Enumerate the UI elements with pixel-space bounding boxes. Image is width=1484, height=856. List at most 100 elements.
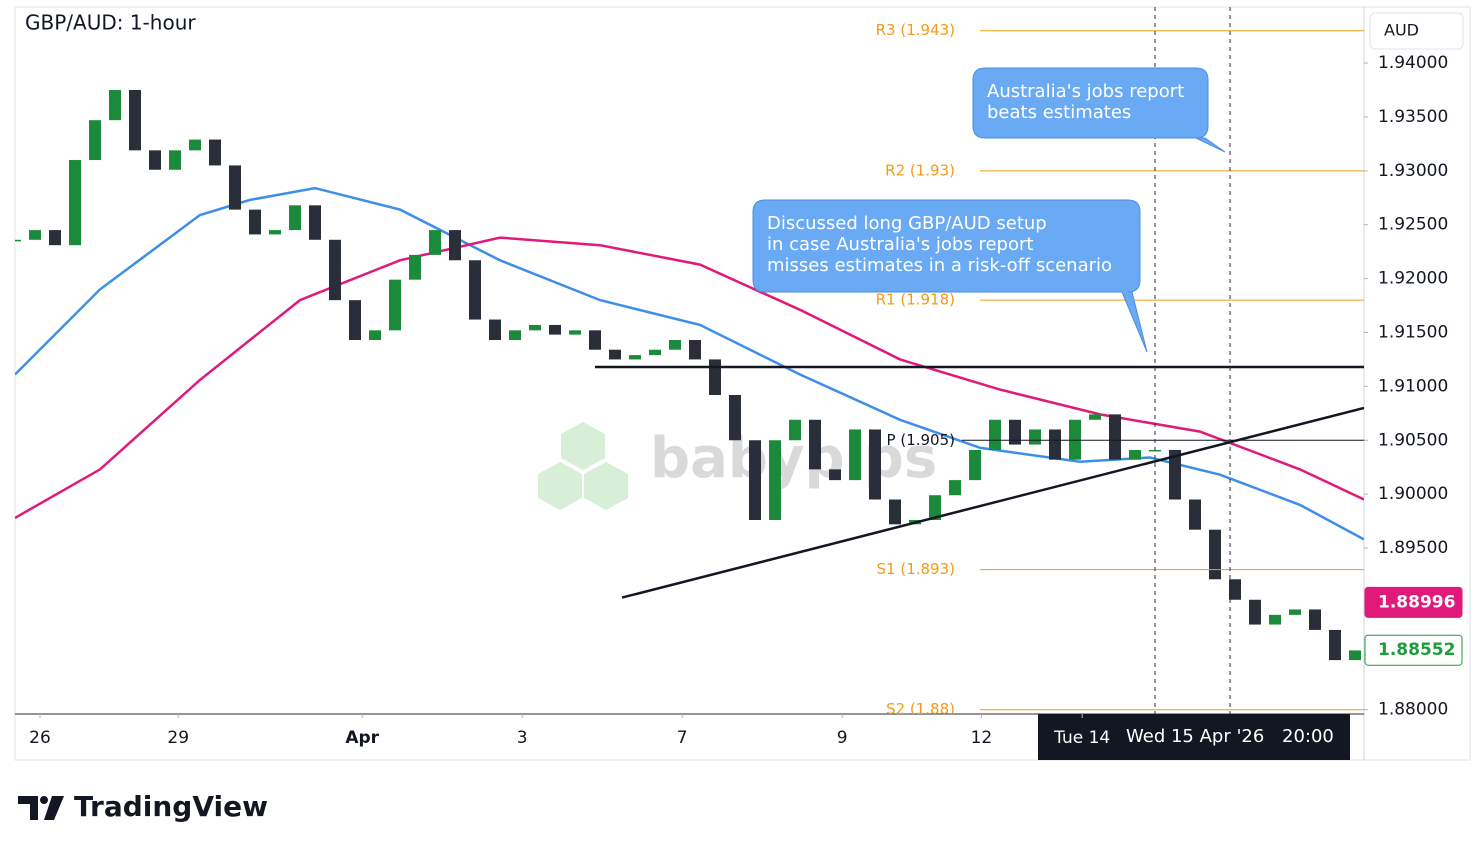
candle: [709, 359, 721, 395]
candle: [109, 89, 121, 121]
candle: [1309, 609, 1321, 630]
candle: [549, 324, 561, 335]
candle: [189, 139, 201, 151]
candle: [1009, 419, 1021, 445]
candle: [389, 279, 401, 331]
candle: [1329, 629, 1341, 661]
candle: [569, 330, 581, 335]
candle: [929, 495, 941, 521]
crosshair-date: Wed 15 Apr '26: [1126, 726, 1264, 747]
candle: [989, 419, 1001, 450]
price-tag: [1364, 634, 1463, 666]
callout-box: [752, 199, 1148, 353]
candle: [329, 239, 341, 301]
candle: [789, 419, 801, 441]
candle: [529, 324, 541, 331]
candle: [609, 349, 621, 360]
candle: [1049, 429, 1061, 460]
candle: [49, 230, 61, 246]
currency: AUD: [1384, 21, 1419, 40]
candle: [509, 330, 521, 341]
y-tick-label: 1.92000: [1378, 269, 1448, 289]
candle: [1269, 614, 1281, 625]
candle: [29, 230, 41, 240]
currency-box: [1369, 12, 1464, 50]
x-tick-label: 9: [837, 728, 848, 748]
candle: [349, 300, 361, 341]
price-tag-label: 1.88552: [1378, 640, 1455, 660]
candle: [969, 449, 981, 481]
callout-text: in case Australia's jobs report: [767, 234, 1033, 255]
candle: [869, 429, 881, 500]
trend-line: [621, 406, 1364, 599]
x-tick-label: Tue 14: [1053, 728, 1110, 748]
y-tick-label: 1.89500: [1378, 538, 1448, 558]
candle: [1129, 449, 1141, 460]
candle: [1289, 609, 1301, 615]
candle: [1349, 650, 1361, 661]
candle: [129, 89, 141, 151]
candle: [729, 394, 741, 441]
candle: [669, 340, 681, 350]
candle: [149, 150, 161, 170]
candle: [1189, 499, 1201, 530]
pivot-label: R2 (1.93): [885, 161, 955, 179]
candle: [89, 120, 101, 161]
callout-text: beats estimates: [987, 102, 1131, 123]
candle: [1109, 414, 1121, 460]
candle: [849, 429, 861, 481]
pivot-label: R3 (1.943): [876, 21, 955, 39]
x-tick-label: 26: [29, 728, 51, 748]
candle: [169, 150, 181, 170]
moving-average: [15, 236, 1364, 519]
price-tag-label: 1.88996: [1378, 592, 1455, 612]
y-tick-label: 1.94000: [1378, 53, 1448, 73]
candle: [429, 230, 441, 255]
candle: [809, 419, 821, 470]
x-tick-label: 3: [517, 728, 528, 748]
candle: [1169, 449, 1181, 500]
candle: [629, 355, 641, 360]
candle: [1029, 429, 1041, 445]
candle: [69, 160, 81, 246]
candle: [949, 480, 961, 496]
pivot-label: S1 (1.893): [877, 560, 955, 578]
brand: TradingView: [18, 790, 268, 823]
candle: [209, 139, 221, 166]
brand-name: TradingView: [74, 790, 268, 823]
y-tick-label: 1.91000: [1378, 376, 1448, 396]
candle: [309, 205, 321, 240]
crosshair-time: 20:00: [1282, 726, 1334, 747]
candle: [1089, 414, 1101, 420]
callout-box: [972, 67, 1226, 153]
candle: [1249, 599, 1261, 625]
candle: [489, 319, 501, 341]
crosshair-box: [1038, 714, 1350, 760]
y-tick-label: 1.90500: [1378, 430, 1448, 450]
brand-logo-dot: [40, 796, 48, 804]
chart-title: GBP/AUD: 1-hour: [25, 11, 196, 35]
pivot-label: P (1.905): [887, 431, 955, 449]
callout-text: Discussed long GBP/AUD setup: [767, 213, 1047, 234]
candle: [689, 340, 701, 360]
y-tick-label: 1.93000: [1378, 161, 1448, 181]
pivot-label: R1 (1.918): [876, 291, 955, 309]
candle: [749, 440, 761, 521]
candle: [449, 230, 461, 261]
y-tick-label: 1.88000: [1378, 700, 1448, 720]
frame: [14, 6, 1471, 761]
brand-logo: [18, 796, 64, 820]
candle: [769, 440, 781, 521]
watermark-logo: [538, 422, 628, 510]
callout-text: Australia's jobs report: [987, 81, 1184, 102]
candle: [1209, 529, 1221, 580]
candle: [249, 209, 261, 235]
candle: [269, 230, 281, 235]
candle: [369, 330, 381, 341]
candle: [829, 469, 841, 481]
candle: [409, 254, 421, 280]
candle: [15, 239, 21, 242]
candle: [1229, 579, 1241, 600]
